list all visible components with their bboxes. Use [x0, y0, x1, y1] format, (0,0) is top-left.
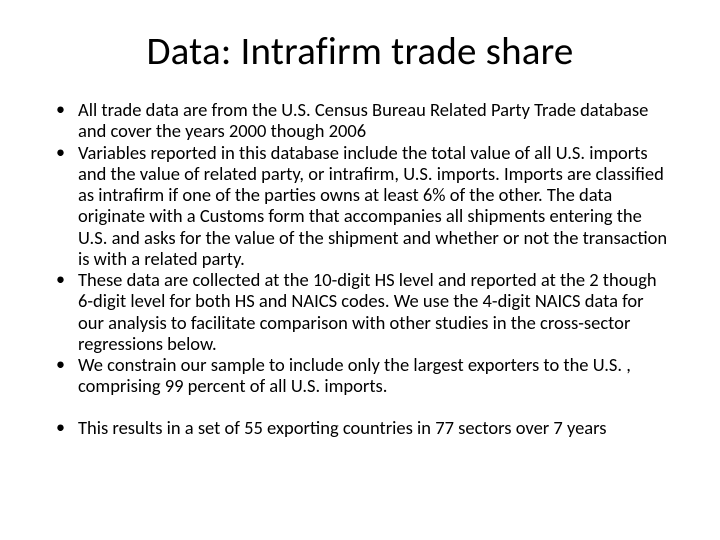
slide: Data: Intrafirm trade share All trade da…	[0, 0, 720, 540]
bullet-item: This results in a set of 55 exporting co…	[48, 417, 672, 438]
bullet-item: Variables reported in this database incl…	[48, 142, 672, 270]
bullet-item: We constrain our sample to include only …	[48, 354, 672, 397]
bullet-item: These data are collected at the 10-digit…	[48, 269, 672, 354]
bullet-list: All trade data are from the U.S. Census …	[48, 99, 672, 438]
bullet-item: All trade data are from the U.S. Census …	[48, 99, 672, 142]
slide-title: Data: Intrafirm trade share	[48, 28, 672, 75]
